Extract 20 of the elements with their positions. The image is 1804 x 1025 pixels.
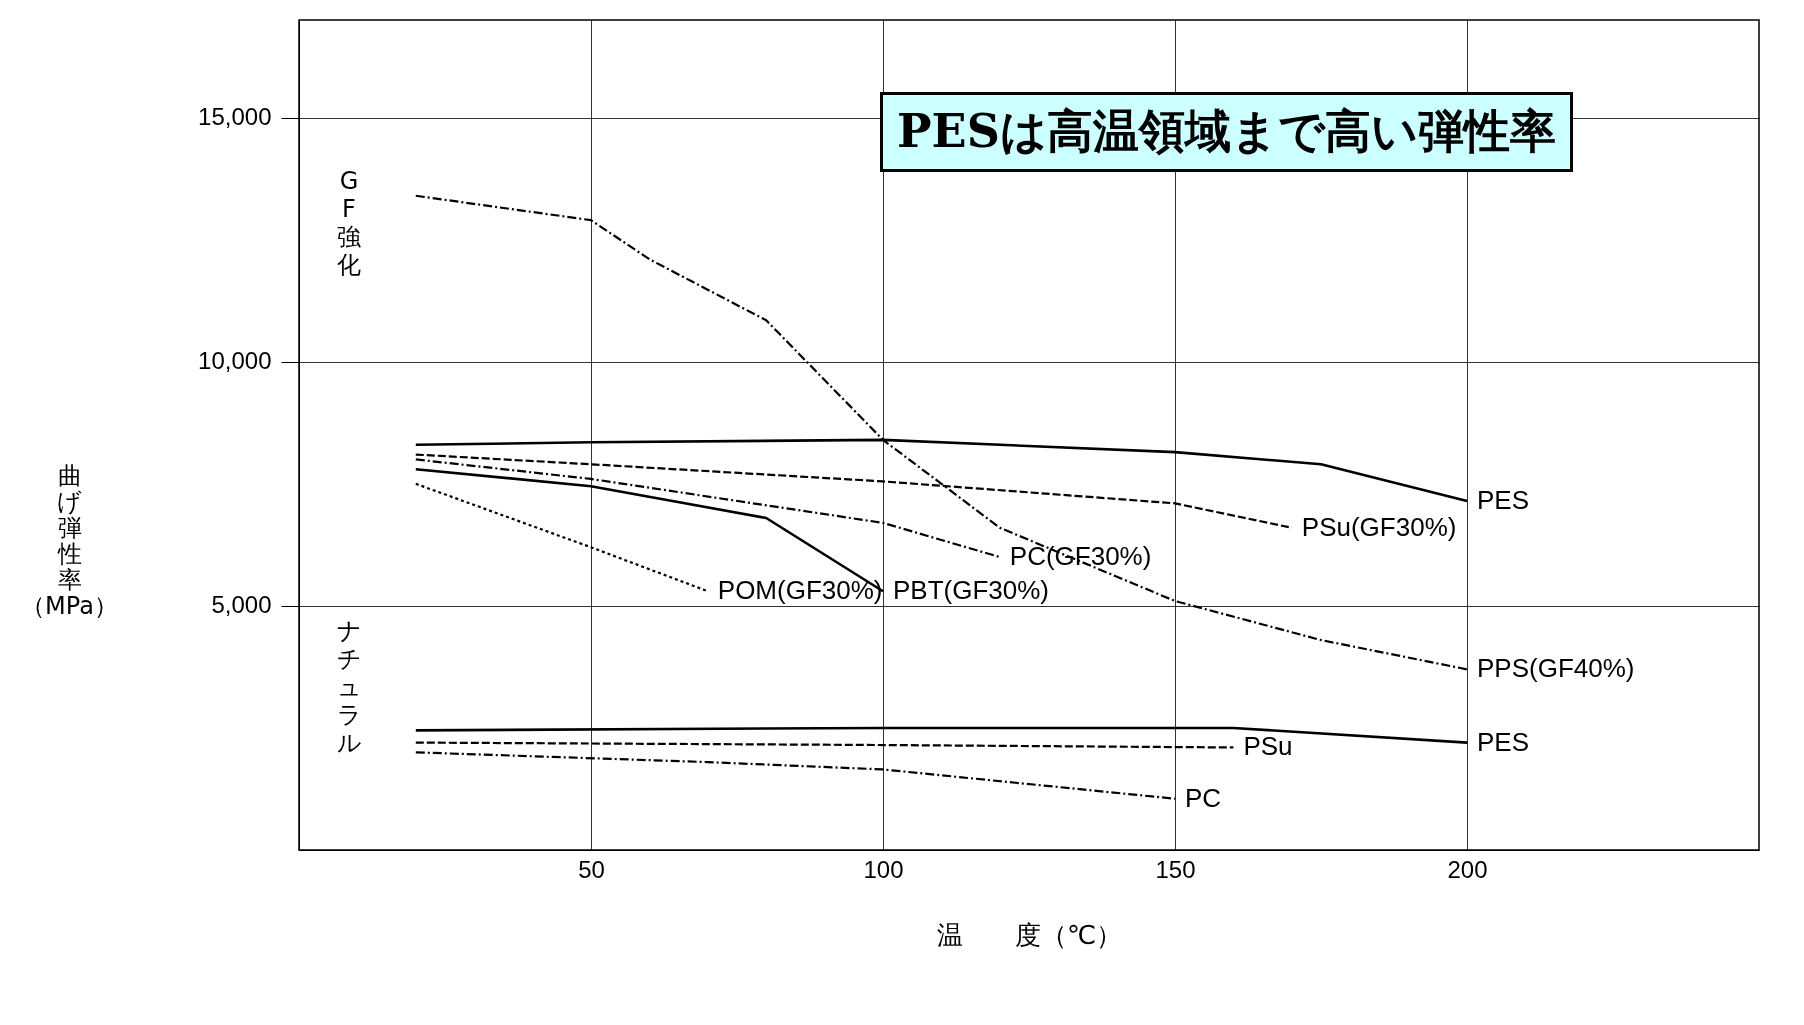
series-label: PBT(GF30%): [893, 575, 1050, 606]
x-tick-label: 50: [578, 855, 605, 883]
annotation: ナチュラル: [336, 617, 362, 757]
series-label: PC: [1185, 782, 1222, 813]
x-axis-title: 温 度（℃）: [936, 919, 1123, 950]
annotation: PESは高温領域まで高い弾性率: [880, 92, 1573, 172]
y-tick-label: 5,000: [211, 591, 272, 619]
x-tick-label: 200: [1447, 855, 1488, 883]
x-tick-label: 100: [863, 855, 904, 883]
series-label: PES: [1477, 484, 1530, 515]
series-label: PSu: [1243, 731, 1293, 762]
annotation: GF強化: [337, 167, 361, 279]
series-label: PES: [1477, 726, 1530, 757]
series-label: PPS(GF40%): [1477, 653, 1635, 684]
x-tick-label: 150: [1155, 855, 1196, 883]
y-tick-label: 15,000: [198, 103, 272, 131]
y-tick-label: 10,000: [198, 347, 272, 375]
series-label: POM(GF30%): [717, 575, 883, 606]
series-label: PSu(GF30%): [1301, 511, 1457, 542]
y-axis-title: 曲げ弾性率（MPa）: [21, 462, 118, 620]
